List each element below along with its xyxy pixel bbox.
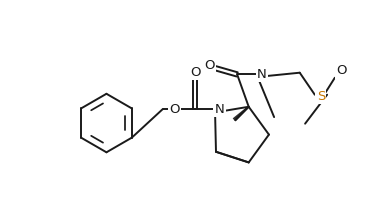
Text: N: N [215,103,225,116]
Text: N: N [257,68,267,81]
Text: O: O [190,66,200,79]
Text: O: O [169,103,180,116]
Text: O: O [204,59,215,72]
Text: O: O [337,64,347,77]
Text: S: S [317,90,325,103]
